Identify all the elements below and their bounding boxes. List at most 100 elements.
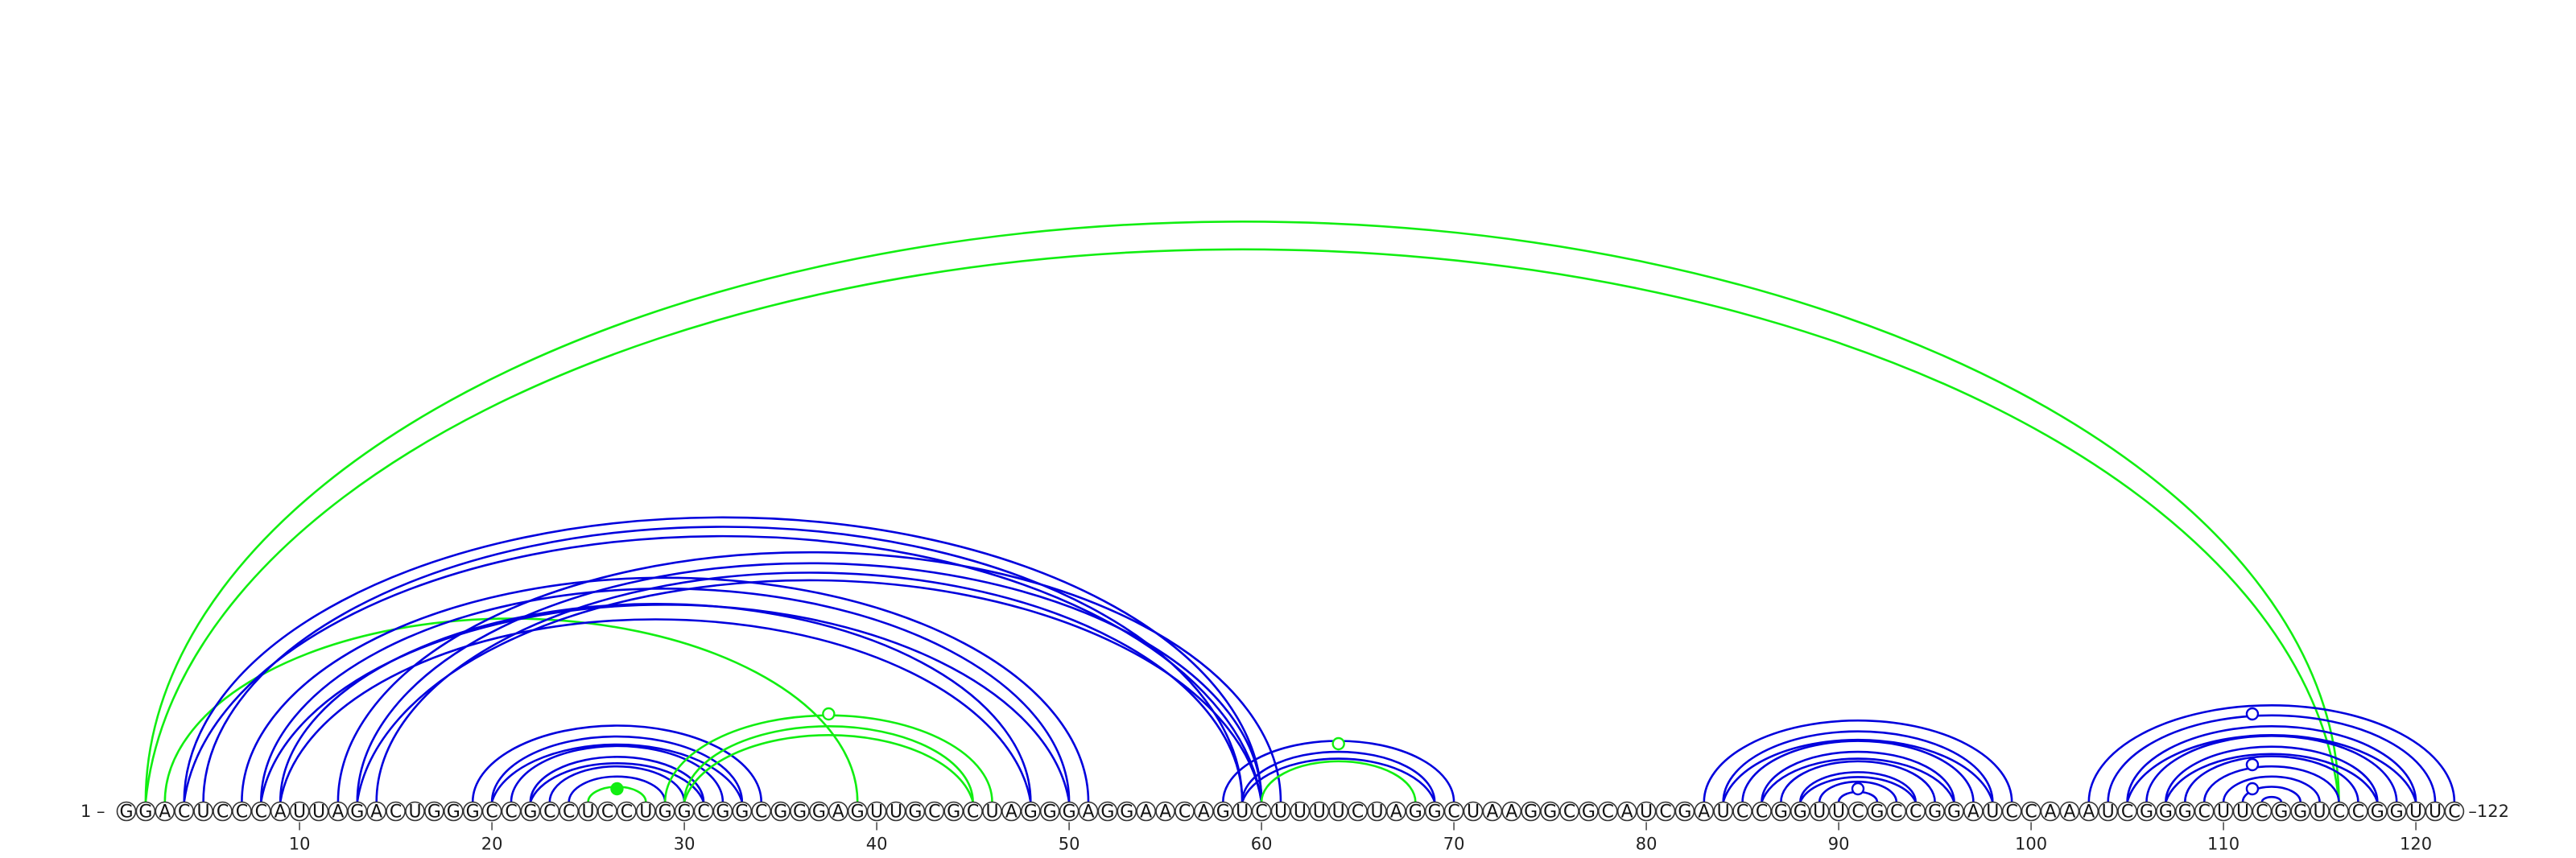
nucleotide-letter: G	[735, 802, 749, 823]
nucleotide-letter: U	[890, 802, 902, 823]
tick-label: 20	[481, 835, 503, 854]
nucleotide-circle	[597, 801, 617, 822]
nucleotide-circle	[847, 801, 868, 822]
nucleotide-letter: U	[1236, 802, 1249, 823]
tick-label: 100	[2015, 835, 2047, 854]
base-pair-arc	[2165, 745, 2379, 802]
tick-label: 40	[866, 835, 888, 854]
base-pair-arc	[548, 765, 686, 802]
base-pair-arc	[683, 725, 974, 802]
nucleotide: C	[1559, 801, 1579, 823]
nucleotide-circle	[1424, 801, 1445, 822]
nucleotide: A	[2079, 801, 2099, 823]
nucleotide: G	[135, 801, 156, 823]
nucleotide-circle	[1463, 801, 1484, 822]
nucleotide-circle	[770, 801, 791, 822]
nucleotide-circle	[155, 801, 175, 822]
nucleotide-circle	[2001, 801, 2022, 822]
nucleotide: U	[289, 801, 310, 823]
nucleotide: A	[828, 801, 848, 823]
nucleotide-letter: A	[275, 802, 287, 823]
nucleotide-circle	[712, 801, 733, 822]
arc-marker	[610, 782, 624, 796]
nucleotide-circle	[2040, 801, 2061, 822]
nucleotide-circle	[1867, 801, 1888, 822]
nucleotide: G	[1521, 801, 1541, 823]
nucleotide-letter: G	[716, 802, 729, 823]
tick-label: 110	[2207, 835, 2240, 854]
nucleotide: C	[2252, 801, 2273, 823]
nucleotide-letter: G	[2140, 802, 2153, 823]
nucleotide-letter: C	[563, 802, 575, 823]
base-pair-arc	[2222, 775, 2321, 802]
base-pair-arc	[1722, 738, 1994, 802]
nucleotide: A	[1136, 801, 1156, 823]
nucleotide-letter: U	[1332, 802, 1345, 823]
nucleotide: C	[386, 801, 406, 823]
nucleotide-circle	[386, 801, 406, 822]
nucleotide-circle	[193, 801, 213, 822]
nucleotide-circle	[2079, 801, 2099, 822]
nucleotide-circle	[347, 801, 368, 822]
nucleotide: U	[635, 801, 656, 823]
nucleotide: G	[654, 801, 675, 823]
nucleotide: G	[2271, 801, 2292, 823]
nucleotide-circle	[732, 801, 753, 822]
nucleotide: C	[1752, 801, 1772, 823]
tick-label: 10	[289, 835, 311, 854]
nucleotide: C	[1174, 801, 1195, 823]
nucleotide: G	[116, 801, 137, 823]
nucleotide-circle	[1213, 801, 1233, 822]
nucleotide: C	[2001, 801, 2022, 823]
nucleotide-circle	[1694, 801, 1715, 822]
nucleotide: U	[405, 801, 425, 823]
base-pair-arc	[336, 551, 1282, 802]
nucleotide: C	[232, 801, 252, 823]
nucleotide-letter: G	[947, 802, 960, 823]
nucleotide: U	[2405, 801, 2426, 823]
nucleotide: U	[1463, 801, 1484, 823]
nucleotide-letter: C	[505, 802, 517, 823]
nucleotide-letter: U	[1832, 802, 1845, 823]
nucleotide: A	[1694, 801, 1715, 823]
nucleotide: A	[1194, 801, 1214, 823]
nucleotide: G	[1213, 801, 1233, 823]
nucleotide-circle	[501, 801, 522, 822]
base-pair-arc	[1780, 760, 1936, 802]
nucleotide: G	[462, 801, 483, 823]
nucleotide-circle	[1482, 801, 1503, 822]
nucleotide: G	[424, 801, 444, 823]
nucleotide-letter: U	[2314, 802, 2326, 823]
base-pair-arc	[2202, 765, 2340, 802]
nucleotide: G	[1117, 801, 1137, 823]
nucleotide-letter: C	[236, 802, 248, 823]
position-axis: 10 20 30 40 50 60 70 80 90 100 110 120	[289, 822, 2432, 854]
nucleotide-circle	[2368, 801, 2388, 822]
nucleotide-letter: U	[582, 802, 595, 823]
nucleotide-letter: G	[466, 802, 480, 823]
nucleotide: A	[2040, 801, 2061, 823]
nucleotide-letter: C	[1852, 802, 1864, 823]
nucleotide-letter: G	[1043, 802, 1057, 823]
nucleotide-letter: C	[390, 802, 402, 823]
nucleotide: A	[1616, 801, 1637, 823]
nucleotide-circle	[905, 801, 926, 822]
nucleotide-circle	[1828, 801, 1849, 822]
nucleotide-letter: A	[370, 802, 382, 823]
nucleotide-circle	[1194, 801, 1214, 822]
nucleotide: C	[174, 801, 194, 823]
nucleotide-letter: G	[138, 802, 152, 823]
nucleotide-circle	[481, 801, 502, 822]
nucleotide: C	[2194, 801, 2215, 823]
nucleotide-circle	[559, 801, 580, 822]
nucleotide-letter: U	[1313, 802, 1326, 823]
nucleotide-letter: U	[1986, 802, 1999, 823]
tick-label: 50	[1059, 835, 1080, 854]
base-pair-arc	[568, 775, 667, 802]
nucleotide: U	[866, 801, 887, 823]
nucleotide-circle	[617, 801, 637, 822]
nucleotide: C	[1598, 801, 1618, 823]
nucleotide-circle	[1752, 801, 1772, 822]
nucleotide-circle	[635, 801, 656, 822]
nucleotide: G	[347, 801, 368, 823]
